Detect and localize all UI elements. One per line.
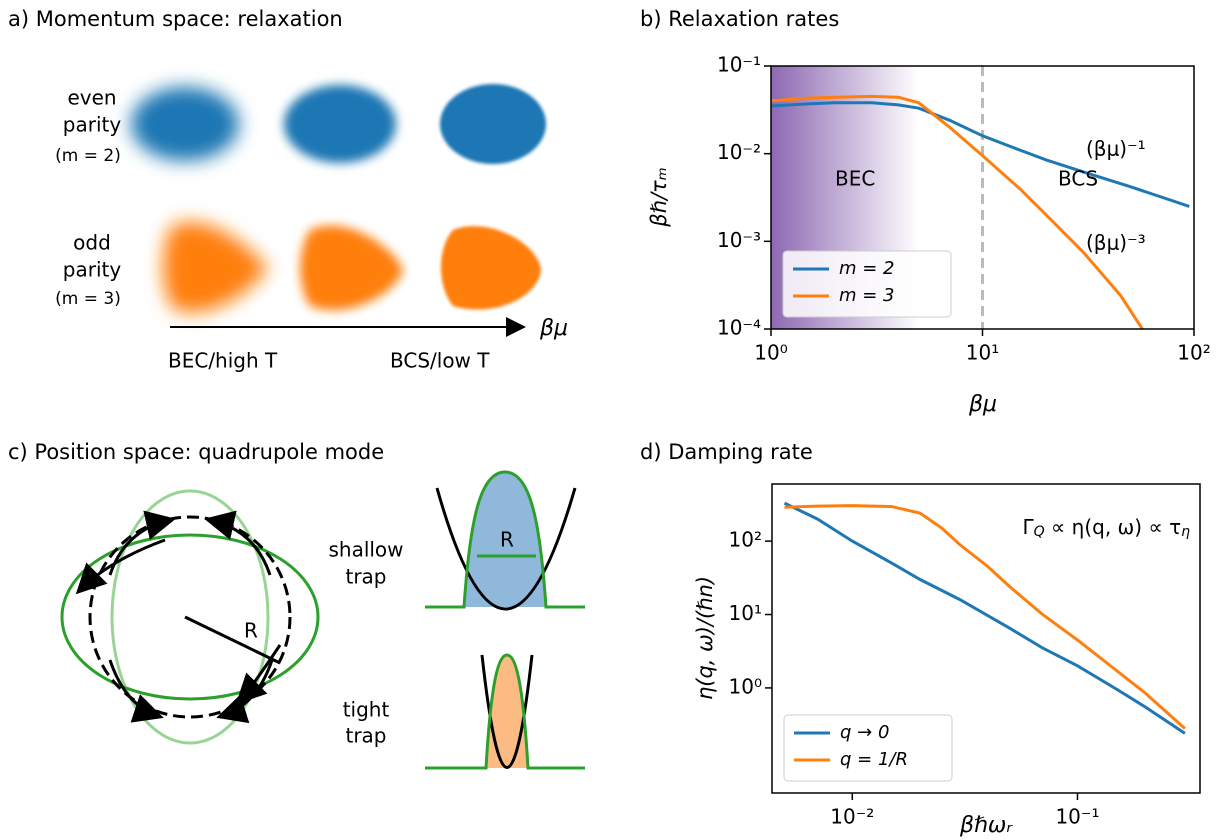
trap-label: tight [343,698,390,722]
annotation-part: Q [1034,524,1045,540]
legend-label: q → 0 [840,722,889,743]
legend-label: m = 2 [839,258,895,279]
density-fill [486,655,528,768]
annotation-part: η [1181,524,1190,540]
trap-label: shallow [328,538,403,562]
axis-label: βμ [539,316,568,341]
annotation: (βμ)⁻³ [1086,231,1146,255]
x-tick-label: 10⁰ [754,341,787,365]
radius-label: R [500,528,514,552]
y-tick-label: 10⁰ [729,674,762,698]
y-tick-label: 10⁻³ [717,228,761,252]
row-param: (m = 3) [55,289,121,309]
chart-title: d) Damping rate [640,440,813,464]
blob [440,84,546,164]
row-label: odd [73,231,111,255]
x-axis-label: βℏωᵣ [959,813,1013,838]
blob [131,87,239,161]
blob [163,222,268,312]
panel-c: c) Position space: quadrupole mode R R s… [8,440,585,768]
blob [300,225,403,310]
legend-label: m = 3 [839,285,895,306]
flow-arrow [110,660,158,716]
x-tick-label: 10⁻² [830,805,874,829]
blob [441,226,541,309]
end-label: BCS/low T [390,349,490,373]
panel-a: a) Momentum space: relaxation even parit… [8,7,568,373]
trap-label: trap [345,565,386,589]
annotation-part: ∝ η(q, ω) ∝ τ [1045,515,1181,539]
x-tick-label: 10² [1177,341,1210,365]
x-tick-label: 10¹ [966,341,999,365]
y-tick-label: 10² [729,528,762,552]
trap-label: trap [345,724,386,748]
figure: a) Momentum space: relaxation even parit… [0,0,1227,840]
row-label: parity [63,113,122,137]
radius-label: R [244,619,258,643]
panel-title: a) Momentum space: relaxation [8,7,343,31]
annotation: BEC [835,167,875,191]
y-tick-label: 10⁻¹ [717,53,761,77]
panel-title: c) Position space: quadrupole mode [8,440,384,464]
blob [284,85,396,163]
legend-label: q = 1/R [840,749,908,770]
row-param: (m = 2) [55,146,121,166]
ellipse [62,535,318,699]
annotation: (βμ)⁻¹ [1086,137,1146,161]
x-tick-label: 10⁻¹ [1055,805,1099,829]
row-label: parity [63,258,122,282]
x-axis-label: βμ [968,392,997,417]
y-axis-label: βℏ/τₘ [647,167,671,228]
annotation: BCS [1058,167,1098,191]
y-tick-label: 10⁻⁴ [717,316,761,340]
end-label: BEC/high T [168,349,278,373]
y-tick-label: 10⁻² [717,140,761,164]
y-tick-label: 10¹ [729,601,762,625]
row-label: even [67,86,116,110]
chart-title: b) Relaxation rates [640,7,839,31]
annotation: ΓQ ∝ η(q, ω) ∝ τη [1022,515,1190,540]
y-axis-label: η(q, ω)/(ℏn) [693,576,717,700]
